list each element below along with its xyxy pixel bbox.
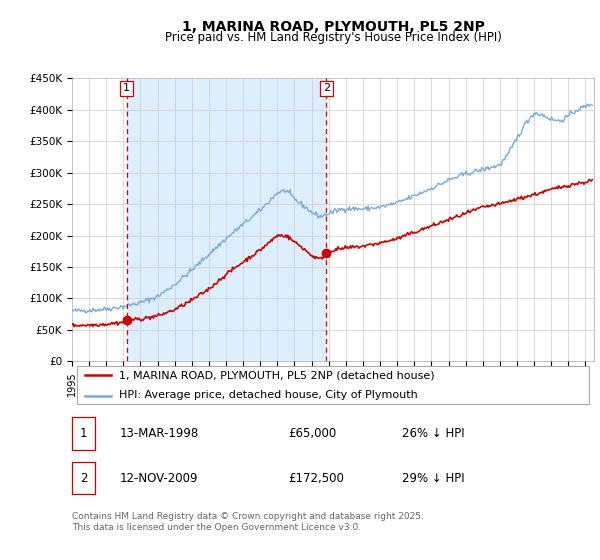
FancyBboxPatch shape bbox=[77, 366, 589, 404]
Text: Contains HM Land Registry data © Crown copyright and database right 2025.
This d: Contains HM Land Registry data © Crown c… bbox=[72, 512, 424, 532]
Text: 2: 2 bbox=[80, 472, 87, 485]
Text: HPI: Average price, detached house, City of Plymouth: HPI: Average price, detached house, City… bbox=[119, 390, 418, 400]
Text: 2: 2 bbox=[323, 83, 330, 94]
Text: 1, MARINA ROAD, PLYMOUTH, PL5 2NP (detached house): 1, MARINA ROAD, PLYMOUTH, PL5 2NP (detac… bbox=[119, 370, 434, 380]
Text: £65,000: £65,000 bbox=[288, 427, 336, 440]
Text: £172,500: £172,500 bbox=[288, 472, 344, 485]
Text: Price paid vs. HM Land Registry's House Price Index (HPI): Price paid vs. HM Land Registry's House … bbox=[164, 31, 502, 44]
Text: 1: 1 bbox=[80, 427, 87, 440]
Text: 29% ↓ HPI: 29% ↓ HPI bbox=[402, 472, 464, 485]
Text: 1: 1 bbox=[123, 83, 130, 94]
Text: 12-NOV-2009: 12-NOV-2009 bbox=[120, 472, 199, 485]
Text: 1, MARINA ROAD, PLYMOUTH, PL5 2NP: 1, MARINA ROAD, PLYMOUTH, PL5 2NP bbox=[182, 20, 484, 34]
Text: 26% ↓ HPI: 26% ↓ HPI bbox=[402, 427, 464, 440]
Bar bbox=[127, 78, 326, 361]
Text: 13-MAR-1998: 13-MAR-1998 bbox=[120, 427, 199, 440]
